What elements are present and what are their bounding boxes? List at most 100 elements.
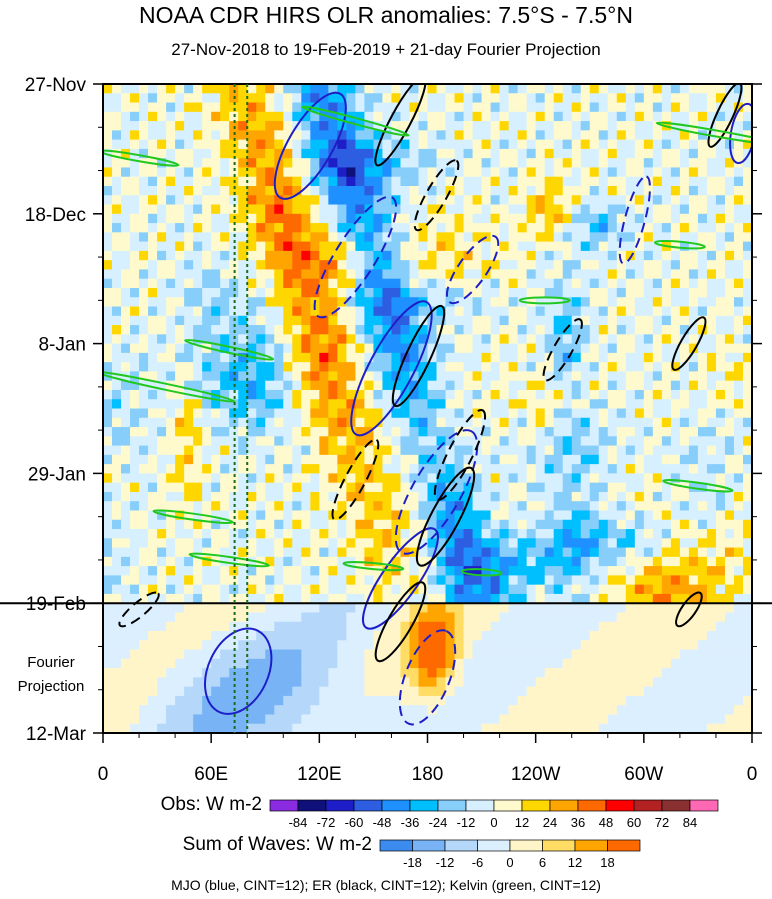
heatmap-cell-1833 xyxy=(400,315,411,326)
heatmap-cell-3478 xyxy=(301,529,311,539)
heatmap-cell-88 xyxy=(247,93,257,104)
heatmap-cell-1217 xyxy=(688,232,699,243)
heatmap-cell-4425 xyxy=(400,649,411,660)
heatmap-cell-299 xyxy=(202,121,212,131)
heatmap-cell-620 xyxy=(499,158,510,169)
heatmap-cell-724 xyxy=(139,176,149,187)
heatmap-cell-486 xyxy=(589,139,600,150)
heatmap-cell-1268 xyxy=(499,241,510,252)
heatmap-cell-1405 xyxy=(436,260,447,271)
heatmap-cell-2921 xyxy=(472,454,483,465)
heatmap-cell-3370 xyxy=(625,510,636,521)
heatmap-cell-1899 xyxy=(346,325,356,335)
heatmap-cell-2865 xyxy=(616,445,627,456)
heatmap-cell-196 xyxy=(571,102,582,113)
heatmap-cell-285 xyxy=(724,111,735,122)
heatmap-cell-1360 xyxy=(679,250,690,261)
heatmap-cell-1988 xyxy=(499,334,510,345)
heatmap-cell-4297 xyxy=(544,631,555,641)
heatmap-cell-4767 xyxy=(238,695,248,706)
heatmap-cell-3199 xyxy=(382,491,393,502)
heatmap-cell-251 xyxy=(418,111,429,122)
heatmap-cell-2985 xyxy=(400,464,411,474)
heatmap-cell-3529 xyxy=(112,538,122,549)
heatmap-cell-1775 xyxy=(526,306,537,317)
heatmap-cell-2919 xyxy=(454,454,465,465)
heatmap-cell-1539 xyxy=(346,278,356,289)
heatmap-cell-4534 xyxy=(733,658,744,669)
heatmap-cell-1698 xyxy=(481,297,492,308)
heatmap-cell-4255 xyxy=(166,631,176,641)
heatmap-cell-2439 xyxy=(670,389,681,400)
heatmap-cell-3726 xyxy=(589,556,600,567)
heatmap-cell-1860 xyxy=(643,315,654,326)
heatmap-cell-4305 xyxy=(616,631,627,641)
heatmap-cell-3762 xyxy=(265,566,275,576)
heatmap-cell-3302 xyxy=(661,501,672,512)
heatmap-cell-3670 xyxy=(733,547,744,558)
heatmap-cell-1432 xyxy=(679,260,690,271)
heatmap-cell-880 xyxy=(247,195,257,206)
heatmap-cell-2024 xyxy=(175,343,185,354)
heatmap-cell-4863 xyxy=(454,705,465,716)
heatmap-cell-2047 xyxy=(382,343,393,354)
heatmap-cell-1687 xyxy=(382,297,393,308)
heatmap-cell-2350 xyxy=(517,380,528,391)
heatmap-cell-2894 xyxy=(229,454,239,465)
heatmap-cell-331 xyxy=(490,121,501,131)
heatmap-cell-2626 xyxy=(409,417,420,428)
heatmap-cell-3593 xyxy=(688,538,699,549)
heatmap-cell-2245 xyxy=(220,371,230,382)
heatmap-cell-2116 xyxy=(355,352,365,363)
heatmap-cell-3102 xyxy=(157,482,167,493)
heatmap-cell-222 xyxy=(157,111,167,122)
heatmap-cell-608 xyxy=(391,158,402,169)
heatmap-cell-668 xyxy=(283,167,293,178)
heatmap-cell-1403 xyxy=(418,260,429,271)
heatmap-cell-2923 xyxy=(490,454,501,465)
heatmap-cell-1447 xyxy=(166,269,176,280)
heatmap-cell-2140 xyxy=(571,352,582,363)
heatmap-cell-3183 xyxy=(238,491,248,502)
heatmap-cell-4017 xyxy=(616,593,627,604)
heatmap-cell-2414 xyxy=(445,389,456,400)
heatmap-cell-654 xyxy=(157,167,167,178)
heatmap-cell-2168 xyxy=(175,362,185,373)
heatmap-cell-3288 xyxy=(535,501,546,512)
heatmap-cell-4188 xyxy=(211,621,221,632)
heatmap-cell-2989 xyxy=(436,464,447,474)
heatmap-cell-3704 xyxy=(391,556,402,567)
heatmap-cell-3585 xyxy=(616,538,627,549)
heatmap-cell-449 xyxy=(256,139,266,150)
heatmap-cell-1152 xyxy=(103,232,113,243)
heatmap-cell-198 xyxy=(589,102,600,113)
heatmap-cell-1989 xyxy=(508,334,519,345)
heatmap-cell-3964 xyxy=(139,593,149,604)
heatmap-cell-3265 xyxy=(328,501,338,512)
heatmap-cell-2598 xyxy=(157,417,167,428)
heatmap-cell-1607 xyxy=(310,287,320,298)
heatmap-cell-1436 xyxy=(715,260,726,271)
heatmap-cell-3848 xyxy=(391,575,402,586)
heatmap-cell-660 xyxy=(211,167,221,178)
heatmap-cell-3197 xyxy=(364,491,375,502)
heatmap-cell-96 xyxy=(319,93,329,104)
heatmap-cell-23 xyxy=(310,84,320,94)
heatmap-cell-192 xyxy=(535,102,546,113)
heatmap-cell-2401 xyxy=(328,389,338,400)
heatmap-cell-2608 xyxy=(247,417,257,428)
heatmap-cell-2635 xyxy=(490,417,501,428)
heatmap-cell-2134 xyxy=(517,352,528,363)
heatmap-cell-2941 xyxy=(652,454,663,465)
heatmap-cell-4195 xyxy=(274,621,284,632)
heatmap-cell-1196 xyxy=(499,232,510,243)
heatmap-cell-3231 xyxy=(670,491,681,502)
heatmap-cell-1024 xyxy=(247,213,257,224)
heatmap-cell-1462 xyxy=(301,269,311,280)
heatmap-cell-1887 xyxy=(238,325,248,335)
heatmap-cell-1545 xyxy=(400,278,411,289)
heatmap-cell-160 xyxy=(247,102,257,113)
heatmap-cell-4423 xyxy=(382,649,393,660)
heatmap-cell-1801 xyxy=(112,315,122,326)
heatmap-cell-3458 xyxy=(121,529,131,539)
